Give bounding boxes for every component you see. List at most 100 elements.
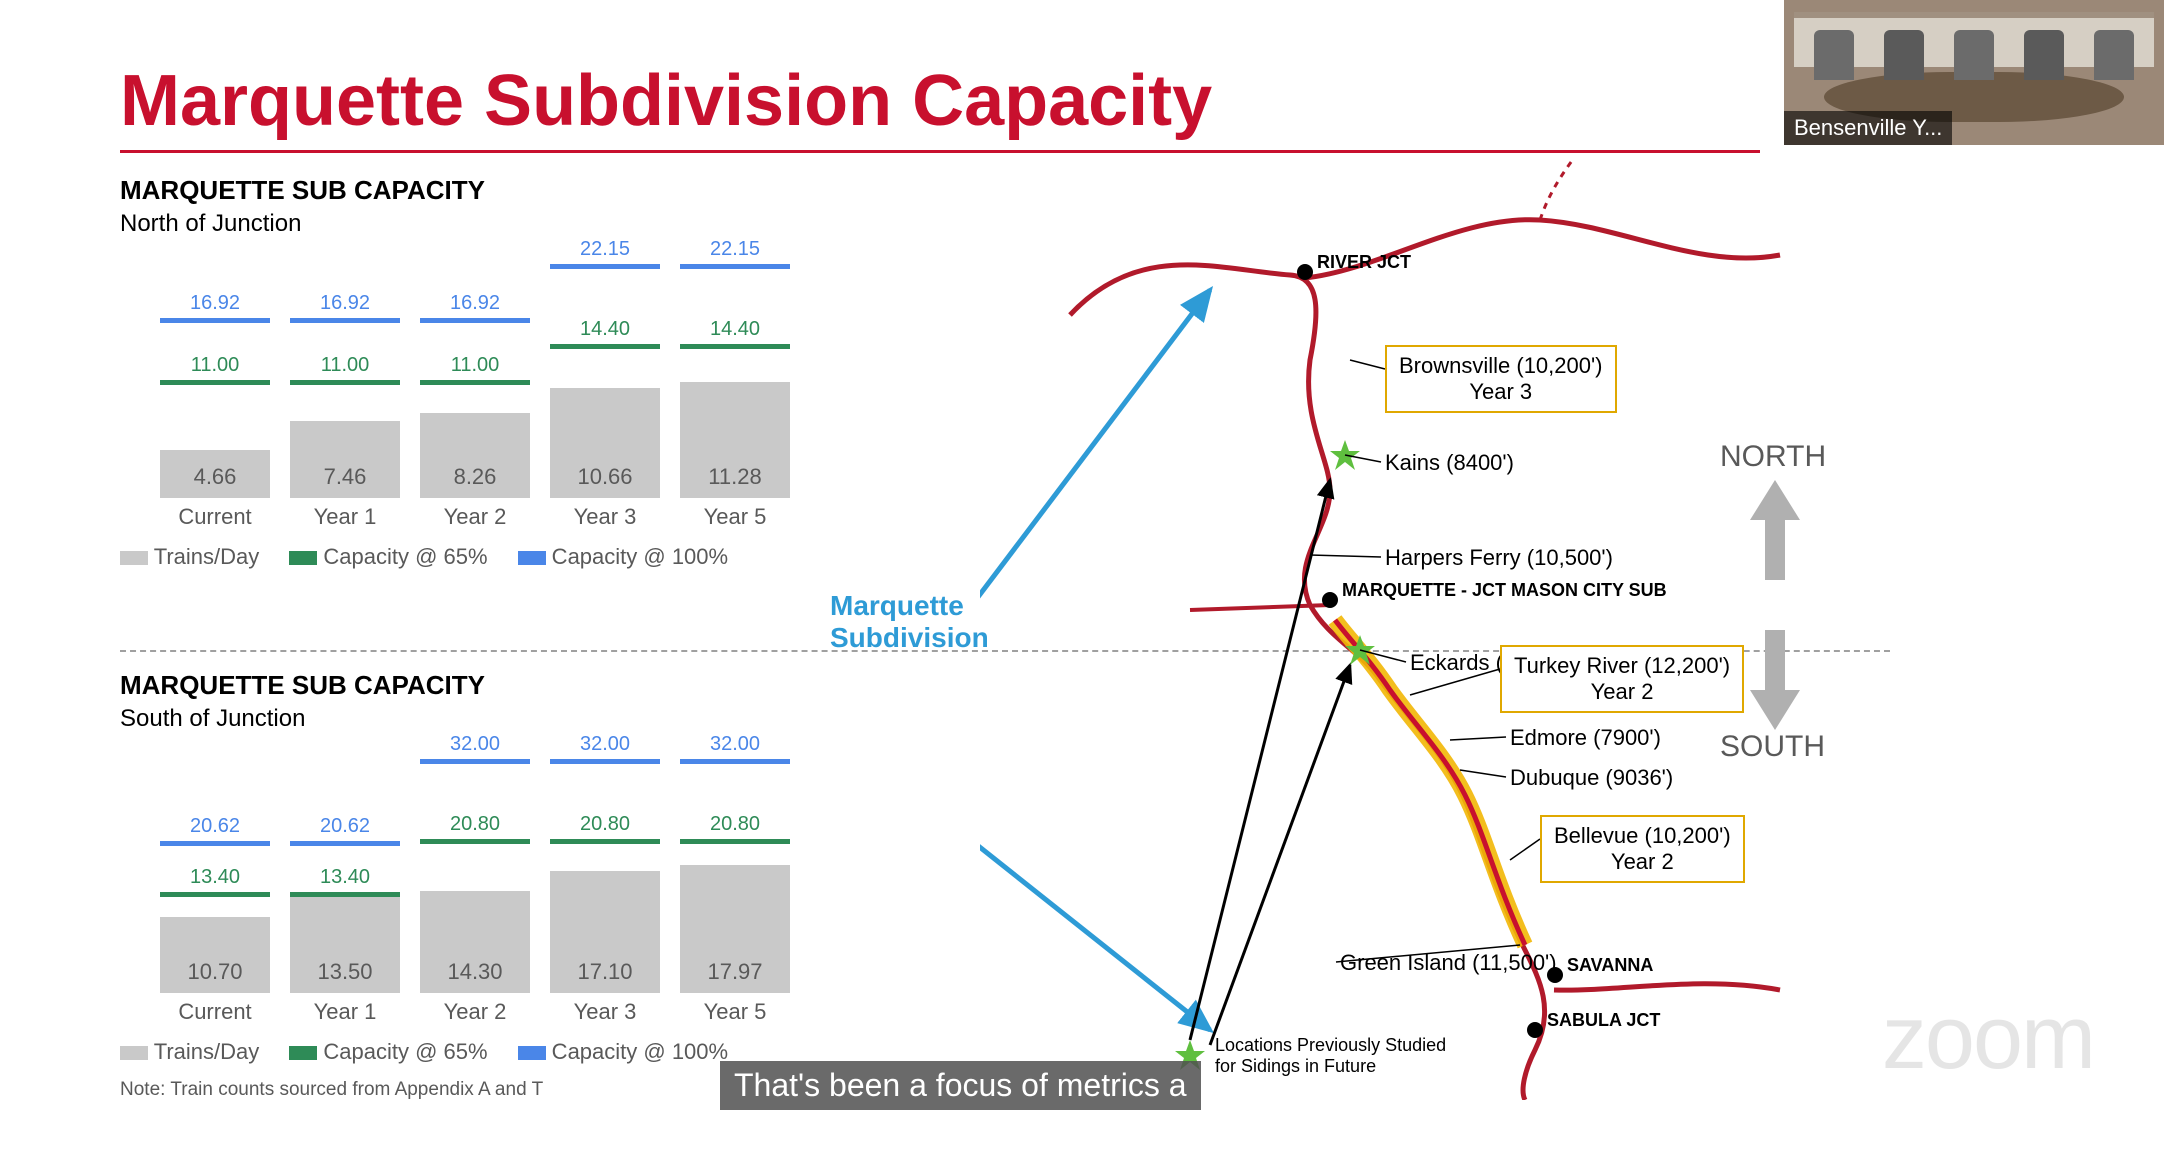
bar-col: 11.28 <box>680 382 790 498</box>
cap65-line <box>680 839 790 844</box>
cap65-line <box>420 839 530 844</box>
siding-label: Edmore (7900') <box>1510 725 1661 751</box>
trains-bar: 10.66 <box>550 388 660 498</box>
siding-box: Turkey River (12,200') Year 2 <box>1500 645 1744 713</box>
trains-value: 17.97 <box>680 959 790 985</box>
cap100-line <box>550 759 660 764</box>
legend-item: Capacity @ 65% <box>289 1039 487 1065</box>
cap65-value: 14.40 <box>680 318 790 341</box>
slide: Marquette Subdivision Capacity MARQUETTE… <box>0 0 2164 1150</box>
chart-subtitle: North of Junction <box>120 210 920 238</box>
cap65-value: 20.80 <box>550 813 660 836</box>
cap100-line <box>420 318 530 323</box>
junction-dot <box>1322 592 1338 608</box>
bar-col: 7.46 <box>290 421 400 498</box>
siding-box: Brownsville (10,200') Year 3 <box>1385 345 1617 413</box>
junction-label: RIVER JCT <box>1317 252 1411 273</box>
siding-box-line1: Brownsville (10,200') <box>1399 353 1603 379</box>
junction-label: SABULA JCT <box>1547 1010 1660 1031</box>
chart-area: 4.66 11.00 16.92Current 7.46 11.00 16.92… <box>120 258 880 538</box>
siding-box-line1: Bellevue (10,200') <box>1554 823 1731 849</box>
legend-item: Capacity @ 100% <box>518 544 729 570</box>
category-label: Year 5 <box>680 999 790 1025</box>
star-arrow-2 <box>1210 665 1350 1045</box>
cap100-line <box>420 759 530 764</box>
junction-dot <box>1527 1022 1543 1038</box>
trains-value: 11.28 <box>680 464 790 490</box>
siding-label: Kains (8400') <box>1385 450 1514 476</box>
trains-value: 17.10 <box>550 959 660 985</box>
siding-box-line2: Year 3 <box>1399 379 1603 405</box>
siding-box-line2: Year 2 <box>1554 849 1731 875</box>
siding-box-line1: Turkey River (12,200') <box>1514 653 1730 679</box>
cap100-line <box>680 264 790 269</box>
cap65-value: 14.40 <box>550 318 660 341</box>
trains-bar: 17.97 <box>680 865 790 993</box>
pointer-south <box>980 760 1210 1030</box>
chart-title: MARQUETTE SUB CAPACITY <box>120 175 920 206</box>
legend-item: Trains/Day <box>120 1039 259 1065</box>
category-label: Year 1 <box>290 504 400 530</box>
chart-1: MARQUETTE SUB CAPACITY South of Junction… <box>120 670 920 1101</box>
slide-title: Marquette Subdivision Capacity <box>120 60 1212 142</box>
north-label: NORTH <box>1720 440 1826 474</box>
legend-item: Capacity @ 100% <box>518 1039 729 1065</box>
category-label: Year 5 <box>680 504 790 530</box>
trains-bar: 7.46 <box>290 421 400 498</box>
bar-col: 8.26 <box>420 413 530 498</box>
trains-value: 14.30 <box>420 959 530 985</box>
cap65-line <box>550 344 660 349</box>
bar-col: 4.66 <box>160 450 270 498</box>
siding-box-line2: Year 2 <box>1514 679 1730 705</box>
bar-col: 14.30 <box>420 891 530 993</box>
trains-value: 10.70 <box>160 959 270 985</box>
cap65-line <box>680 344 790 349</box>
north-arrow-icon <box>1750 480 1800 580</box>
cap65-line <box>160 892 270 897</box>
south-label: SOUTH <box>1720 730 1825 764</box>
cap100-value: 32.00 <box>680 733 790 756</box>
star-arrow-1 <box>1190 480 1330 1040</box>
cap100-line <box>290 841 400 846</box>
trains-value: 4.66 <box>160 464 270 490</box>
trains-bar: 13.50 <box>290 897 400 993</box>
trains-value: 13.50 <box>290 959 400 985</box>
cap100-line <box>290 318 400 323</box>
north-dash <box>1540 160 1580 220</box>
chart-title: MARQUETTE SUB CAPACITY <box>120 670 920 701</box>
siding-label: Harpers Ferry (10,500') <box>1385 545 1613 571</box>
title-rule <box>120 150 1760 153</box>
thumb-person-1 <box>1814 30 1854 80</box>
trains-value: 10.66 <box>550 464 660 490</box>
cap100-line <box>160 841 270 846</box>
cap100-value: 32.00 <box>420 733 530 756</box>
category-label: Current <box>160 504 270 530</box>
chart-0: MARQUETTE SUB CAPACITY North of Junction… <box>120 175 920 570</box>
bar-col: 17.97 <box>680 865 790 993</box>
cap100-value: 20.62 <box>160 815 270 838</box>
cap100-line <box>550 264 660 269</box>
thumb-person-4 <box>2024 30 2064 80</box>
trains-bar: 4.66 <box>160 450 270 498</box>
category-label: Year 2 <box>420 999 530 1025</box>
cap65-line <box>550 839 660 844</box>
pointer-north <box>980 290 1210 740</box>
siding-label: Dubuque (9036') <box>1510 765 1673 791</box>
siding-star-icon <box>1345 635 1375 665</box>
thumb-person-3 <box>1954 30 1994 80</box>
trains-value: 8.26 <box>420 464 530 490</box>
chart-subtitle: South of Junction <box>120 705 920 733</box>
bar-col: 10.66 <box>550 388 660 498</box>
cap100-line <box>680 759 790 764</box>
category-label: Year 1 <box>290 999 400 1025</box>
cap65-value: 20.80 <box>420 813 530 836</box>
thumb-label: Bensenville Y... <box>1784 111 1952 145</box>
cap65-value: 20.80 <box>680 813 790 836</box>
cap100-value: 16.92 <box>160 292 270 315</box>
webcam-thumbnail[interactable]: Bensenville Y... <box>1784 0 2164 145</box>
cap65-value: 11.00 <box>290 354 400 377</box>
route-map: Marquette Subdivision RIVER JCT MARQUETT… <box>980 160 1900 1100</box>
cap65-value: 11.00 <box>420 354 530 377</box>
cap65-line <box>160 380 270 385</box>
trains-bar: 17.10 <box>550 871 660 993</box>
